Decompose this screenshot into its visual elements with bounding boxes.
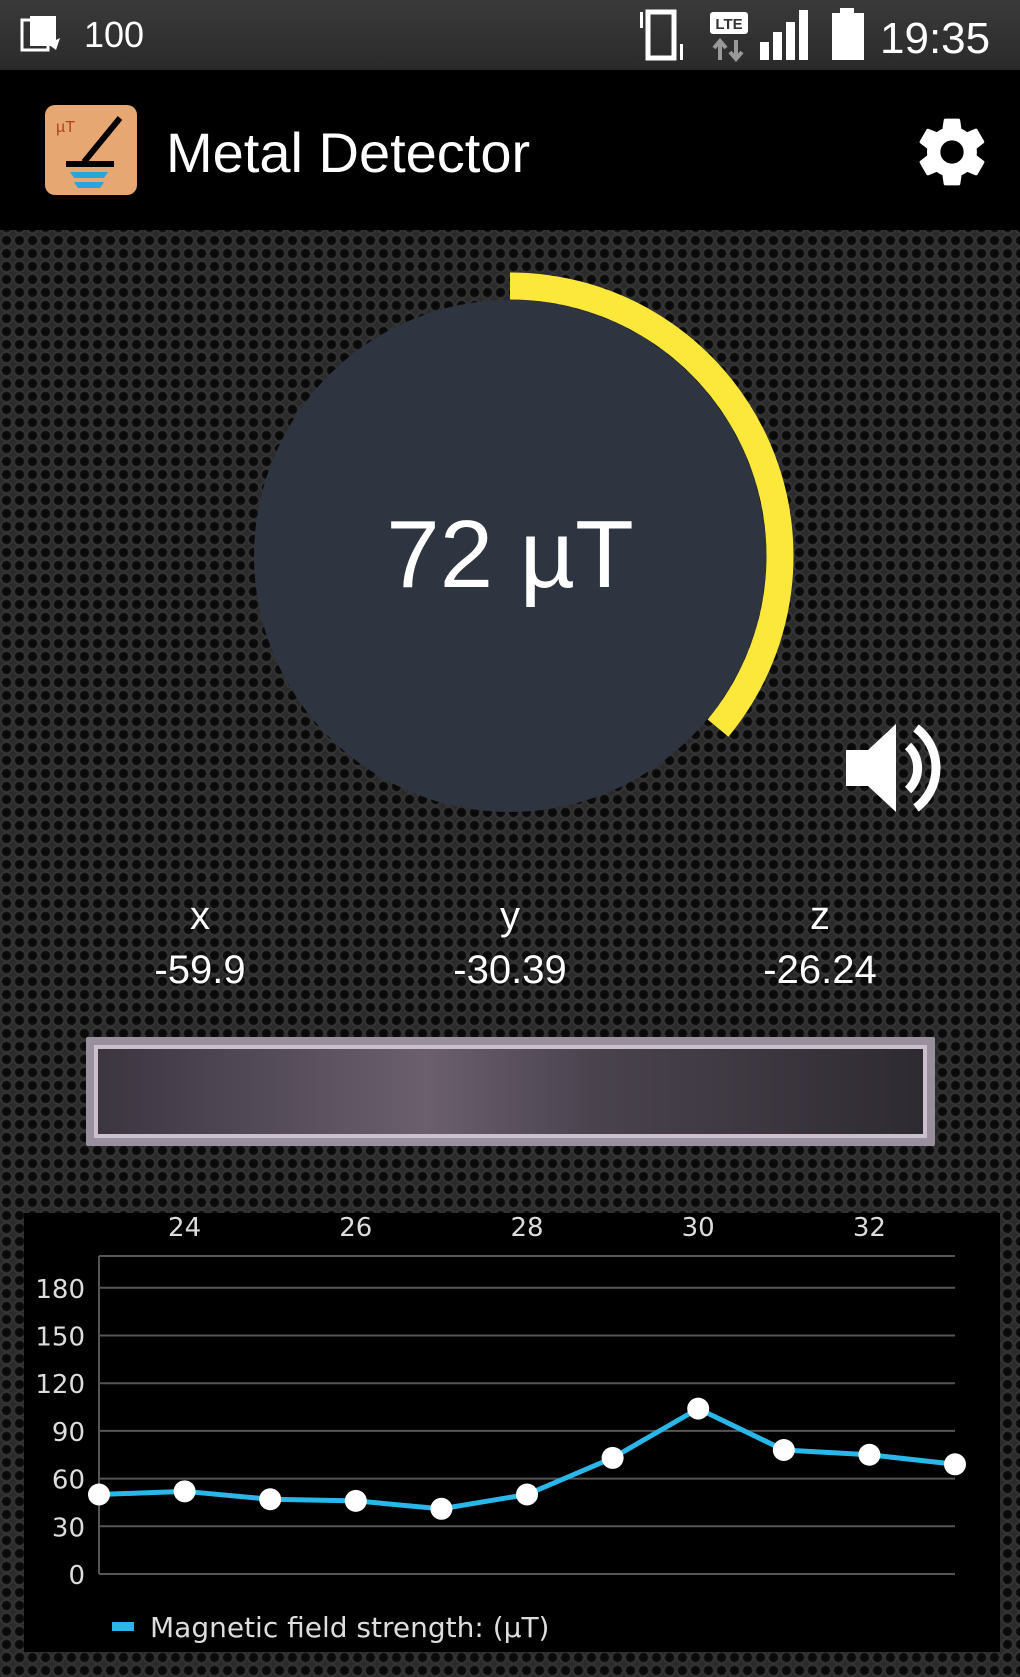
z-axis-label: z bbox=[810, 894, 830, 938]
field-reading: 72 µT bbox=[386, 501, 634, 608]
data-point bbox=[88, 1483, 110, 1506]
battery-icon bbox=[832, 8, 864, 60]
clock: 19:35 bbox=[880, 14, 991, 63]
gauge-dial bbox=[254, 300, 766, 812]
x-axis-value: -59.9 bbox=[154, 948, 246, 992]
svg-text:µT: µT bbox=[56, 119, 75, 136]
field-gauge bbox=[254, 272, 794, 812]
x-axis-label: x bbox=[190, 894, 210, 938]
notification-count: 100 bbox=[84, 14, 145, 55]
data-point bbox=[858, 1443, 881, 1466]
data-point bbox=[430, 1497, 453, 1520]
x-tick-label: 26 bbox=[339, 1213, 372, 1243]
gear-icon[interactable] bbox=[912, 112, 992, 192]
x-tick-label: 32 bbox=[853, 1213, 886, 1243]
speaker-icon[interactable] bbox=[842, 716, 952, 820]
y-tick-label: 120 bbox=[35, 1370, 85, 1400]
y-tick-label: 90 bbox=[52, 1418, 85, 1448]
lte-icon: LTE bbox=[710, 12, 748, 62]
y-tick-label: 0 bbox=[68, 1561, 85, 1591]
legend-swatch bbox=[112, 1622, 134, 1631]
lte-label: LTE bbox=[715, 16, 742, 33]
data-point bbox=[687, 1397, 710, 1420]
signal-bar bbox=[86, 1037, 935, 1146]
data-point bbox=[772, 1438, 795, 1461]
y-axis-label: y bbox=[500, 894, 520, 938]
y-tick-label: 60 bbox=[52, 1466, 85, 1496]
data-point bbox=[944, 1453, 966, 1476]
y-axis-value: -30.39 bbox=[453, 948, 567, 992]
vibrate-icon bbox=[640, 9, 683, 61]
data-point bbox=[173, 1480, 196, 1503]
data-point bbox=[259, 1488, 282, 1511]
x-tick-label: 28 bbox=[510, 1213, 543, 1243]
x-tick-label: 24 bbox=[168, 1213, 201, 1243]
z-axis-value: -26.24 bbox=[763, 948, 877, 992]
y-tick-label: 150 bbox=[35, 1323, 85, 1353]
y-tick-label: 180 bbox=[35, 1275, 85, 1305]
legend-label: Magnetic field strength: (µT) bbox=[150, 1611, 549, 1644]
page-title: Metal Detector bbox=[166, 121, 531, 184]
x-tick-label: 30 bbox=[682, 1213, 715, 1243]
gauge-progress-arc bbox=[509, 272, 794, 737]
gallery-notification-icon bbox=[20, 16, 60, 52]
chart-panel bbox=[24, 1213, 1000, 1652]
data-point bbox=[516, 1483, 538, 1506]
status-bar: 100 LTE 19:35 bbox=[0, 0, 1020, 70]
signal-icon bbox=[760, 10, 808, 60]
y-tick-label: 30 bbox=[52, 1513, 85, 1543]
data-point bbox=[601, 1446, 624, 1469]
app-bar: µT Metal Detector bbox=[0, 70, 1020, 230]
data-point bbox=[344, 1489, 367, 1512]
metal-detector-app-icon[interactable]: µT bbox=[44, 104, 138, 196]
